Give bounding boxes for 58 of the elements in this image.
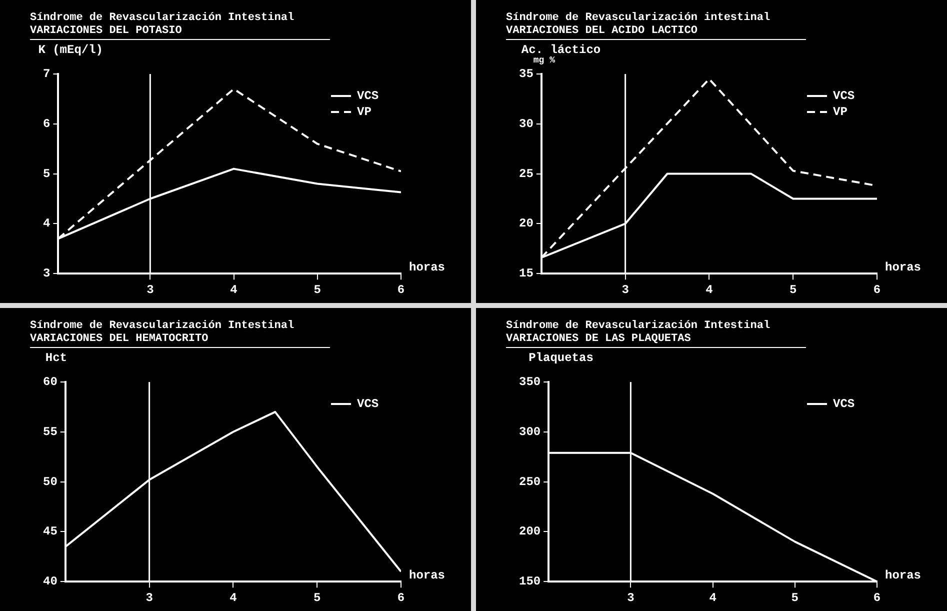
x-tick-label: 5 xyxy=(314,282,321,297)
y-tick-label: 3 xyxy=(43,266,50,281)
chart-subtitle: VARIACIONES DEL HEMATOCRITO xyxy=(30,333,210,346)
x-tick-label: 6 xyxy=(397,590,405,605)
chart-title: Síndrome de Revascularización Intestinal xyxy=(30,12,296,25)
x-axis-title: horas xyxy=(409,568,446,583)
x-tick-label: 5 xyxy=(314,590,321,605)
chart-title: Síndrome de Revascularización Intestinal xyxy=(30,320,296,333)
chart-title: Síndrome de Revascularización intestinal xyxy=(506,12,772,25)
x-axis-title: horas xyxy=(885,260,922,275)
legend-label: VP xyxy=(357,105,372,120)
y-tick-label: 5 xyxy=(43,166,50,181)
y-tick-label: 35 xyxy=(518,67,534,82)
chart-title: Síndrome de Revascularización Intestinal xyxy=(506,320,772,333)
y-axis-title: Ac. láctico mg % xyxy=(521,43,601,66)
legend-label: VCS xyxy=(833,397,855,412)
y-tick-label: 4 xyxy=(43,216,50,231)
y-tick-label: 30 xyxy=(518,116,534,131)
x-tick-label: 4 xyxy=(706,282,713,297)
y-tick-label: 50 xyxy=(42,474,58,489)
y-axis-title: K (mEq/l) xyxy=(38,43,104,58)
x-tick-label: 6 xyxy=(873,590,881,605)
y-axis-title: Hct xyxy=(45,351,68,366)
legend-label: VCS xyxy=(357,397,379,412)
y-tick-label: 200 xyxy=(518,524,541,539)
x-tick-label: 6 xyxy=(873,282,881,297)
x-tick-label: 6 xyxy=(397,282,405,297)
y-tick-label: 150 xyxy=(518,574,541,589)
x-tick-label: 5 xyxy=(791,590,798,605)
x-axis-title: horas xyxy=(409,260,446,275)
y-tick-label: 250 xyxy=(518,474,541,489)
x-tick-label: 3 xyxy=(627,590,634,605)
y-axis-title: Plaquetas xyxy=(528,351,594,366)
x-tick-label: 4 xyxy=(230,590,237,605)
chart-subtitle: VARIACIONES DEL POTASIO xyxy=(30,25,183,38)
legend-label: VCS xyxy=(357,89,379,104)
x-tick-label: 4 xyxy=(709,590,716,605)
y-tick-label: 25 xyxy=(518,166,534,181)
chart-subtitle: VARIACIONES DEL ACIDO LACTICO xyxy=(506,25,698,38)
x-tick-label: 4 xyxy=(230,282,238,297)
y-tick-label: 40 xyxy=(42,574,58,589)
y-tick-label: 300 xyxy=(518,424,541,439)
y-tick-label: 20 xyxy=(518,216,534,231)
y-tick-label: 60 xyxy=(42,375,58,390)
y-tick-label: 7 xyxy=(43,67,50,82)
x-tick-label: 3 xyxy=(146,590,153,605)
x-tick-label: 3 xyxy=(622,282,629,297)
y-tick-label: 15 xyxy=(518,266,534,281)
legend-label: VCS xyxy=(833,89,855,104)
x-tick-label: 5 xyxy=(790,282,797,297)
legend-label: VP xyxy=(833,105,848,120)
x-axis-title: horas xyxy=(885,568,922,583)
x-tick-label: 3 xyxy=(146,282,154,297)
y-tick-label: 350 xyxy=(518,375,541,390)
y-tick-label: 6 xyxy=(43,116,50,131)
y-tick-label: 45 xyxy=(42,524,58,539)
y-tick-label: 55 xyxy=(42,424,58,439)
chart-subtitle: VARIACIONES DE LAS PLAQUETAS xyxy=(506,333,692,346)
